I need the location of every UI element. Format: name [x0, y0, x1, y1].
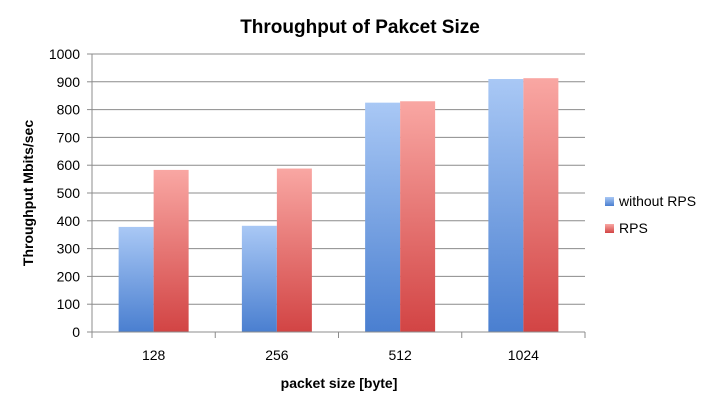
legend-label: without RPS [618, 193, 696, 209]
bar-without-rps-1024 [488, 79, 524, 333]
y-tick-label: 700 [57, 129, 81, 145]
y-tick-label: 400 [57, 213, 81, 229]
bar-without-rps-512 [365, 102, 401, 333]
x-tick-label: 128 [142, 347, 166, 363]
legend: without RPS RPS [605, 193, 696, 236]
bar-rps-512 [400, 101, 436, 332]
y-tick-label: 0 [72, 324, 80, 340]
y-tick-label: 1000 [49, 46, 80, 62]
chart-title: Throughput of Pakcet Size [240, 17, 480, 38]
legend-swatch [605, 197, 614, 206]
y-tick-label: 100 [57, 296, 81, 312]
y-tick-label: 300 [57, 241, 81, 257]
axes [87, 53, 586, 338]
bar-rps-128 [153, 169, 189, 332]
bar-without-rps-128 [118, 226, 154, 332]
legend-swatch [605, 224, 614, 233]
legend-label: RPS [619, 220, 648, 236]
y-tick-label: 200 [57, 268, 81, 284]
y-tick-label: 900 [57, 74, 81, 90]
y-axis-title: Throughput Mbits/sec [20, 120, 36, 266]
y-tick-labels: 0 100 200 300 400 500 600 700 800 900 1000 [49, 46, 80, 340]
x-axis-title: packet size [byte] [281, 375, 398, 391]
x-tick-label: 1024 [508, 347, 539, 363]
x-tick-label: 256 [265, 347, 289, 363]
y-tick-label: 800 [57, 102, 81, 118]
bar-without-rps-256 [241, 225, 277, 332]
x-tick-labels: 128 256 512 1024 [142, 347, 539, 363]
bars [118, 78, 559, 333]
y-tick-label: 500 [57, 185, 81, 201]
x-tick-label: 512 [388, 347, 412, 363]
bar-rps-256 [276, 168, 312, 332]
bar-rps-1024 [523, 78, 559, 332]
y-tick-label: 600 [57, 157, 81, 173]
